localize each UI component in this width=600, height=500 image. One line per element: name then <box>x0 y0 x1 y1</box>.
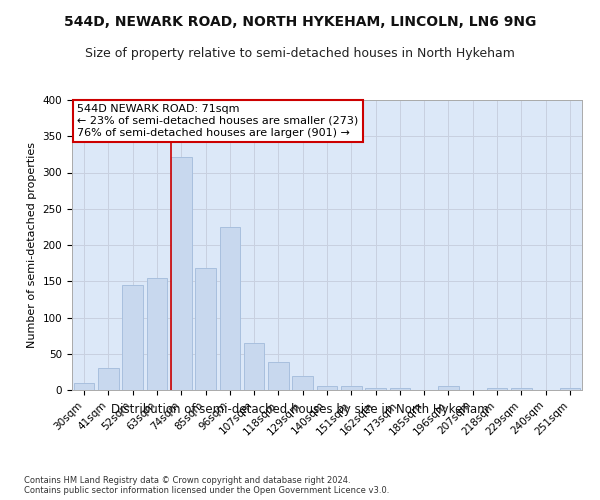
Text: 544D NEWARK ROAD: 71sqm
← 23% of semi-detached houses are smaller (273)
76% of s: 544D NEWARK ROAD: 71sqm ← 23% of semi-de… <box>77 104 358 138</box>
Bar <box>389 388 410 390</box>
Text: Contains HM Land Registry data © Crown copyright and database right 2024.: Contains HM Land Registry data © Crown c… <box>24 476 350 485</box>
Text: Distribution of semi-detached houses by size in North Hykeham: Distribution of semi-detached houses by … <box>111 402 489 415</box>
Bar <box>268 362 289 390</box>
Bar <box>487 388 508 390</box>
Bar <box>511 388 532 390</box>
Bar <box>122 285 143 390</box>
Bar <box>341 386 362 390</box>
Bar <box>195 268 216 390</box>
Bar <box>438 386 459 390</box>
Bar <box>244 343 265 390</box>
Bar <box>146 278 167 390</box>
Bar <box>98 368 119 390</box>
Bar <box>292 376 313 390</box>
Text: 544D, NEWARK ROAD, NORTH HYKEHAM, LINCOLN, LN6 9NG: 544D, NEWARK ROAD, NORTH HYKEHAM, LINCOL… <box>64 15 536 29</box>
Bar <box>560 388 580 390</box>
Bar <box>220 227 240 390</box>
Y-axis label: Number of semi-detached properties: Number of semi-detached properties <box>27 142 37 348</box>
Bar <box>317 386 337 390</box>
Bar <box>74 383 94 390</box>
Text: Contains public sector information licensed under the Open Government Licence v3: Contains public sector information licen… <box>24 486 389 495</box>
Bar <box>171 156 191 390</box>
Text: Size of property relative to semi-detached houses in North Hykeham: Size of property relative to semi-detach… <box>85 48 515 60</box>
Bar <box>365 388 386 390</box>
